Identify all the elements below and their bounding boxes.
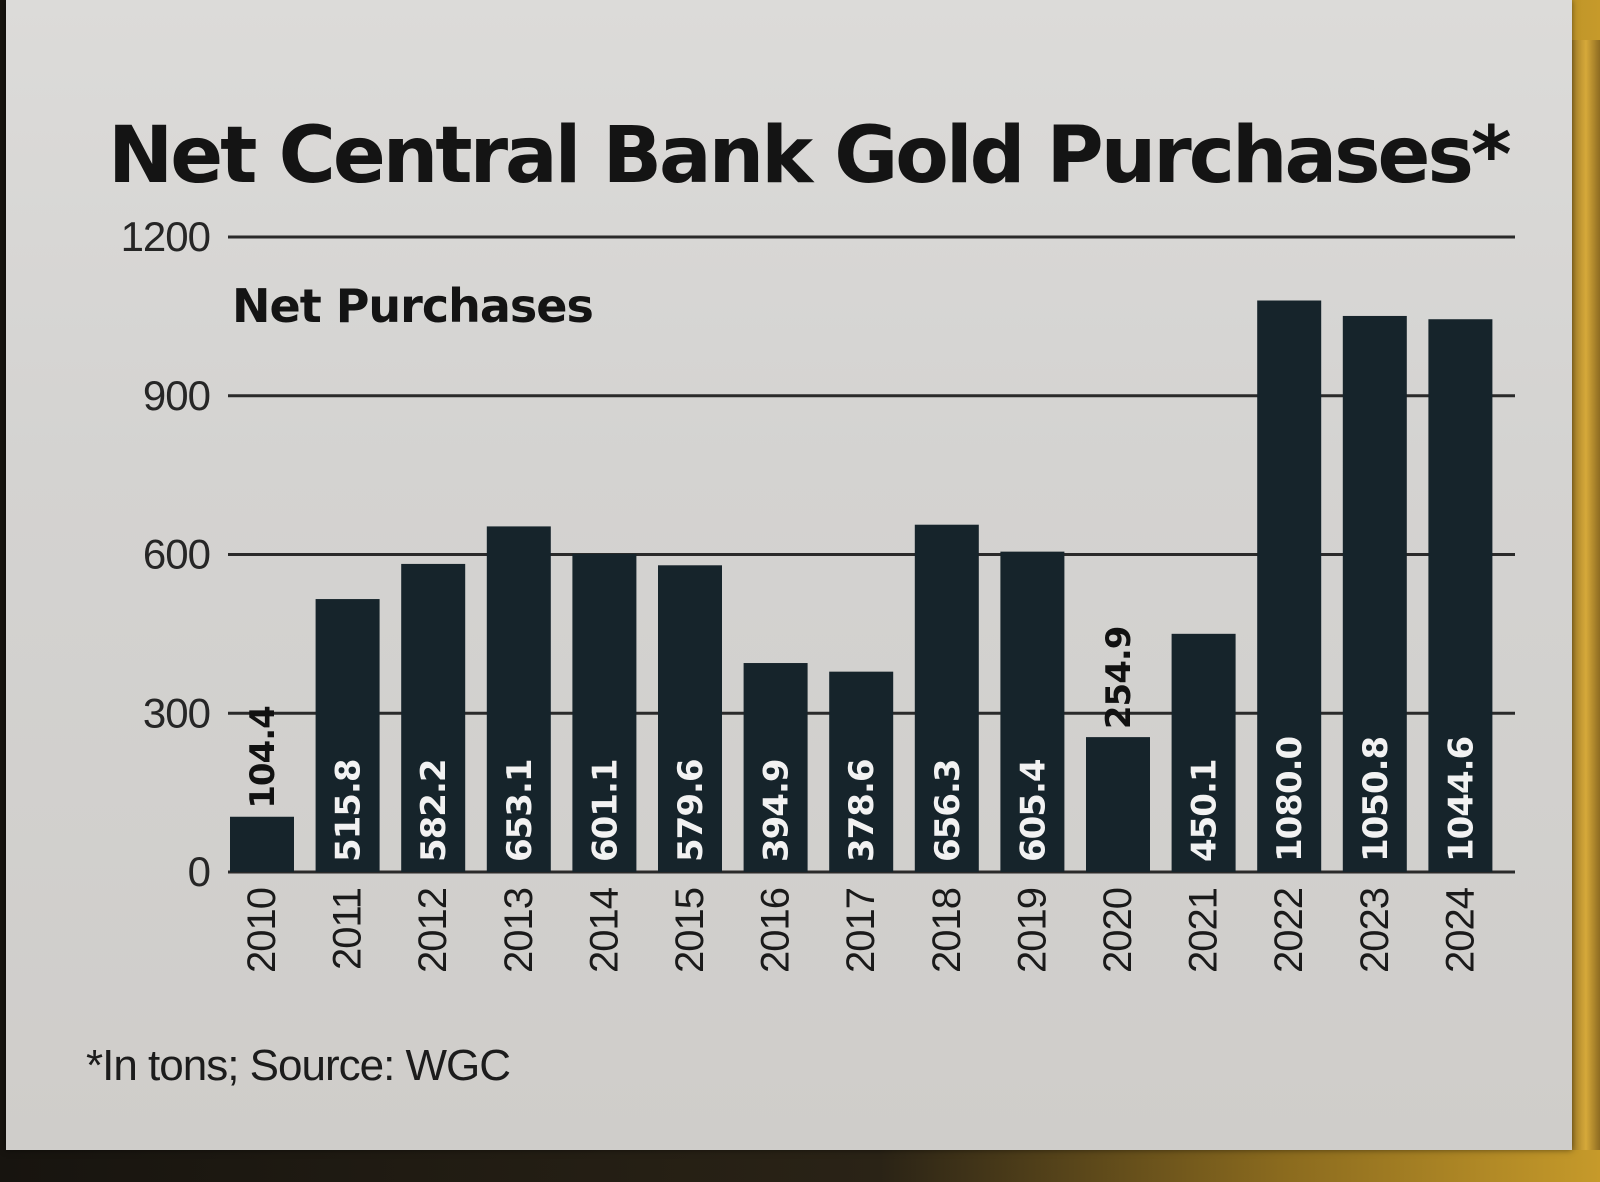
data-label-2012: 582.2 <box>414 759 454 862</box>
data-label-2010: 104.4 <box>243 706 283 809</box>
data-label-2020: 254.9 <box>1099 627 1139 730</box>
data-label-2011: 515.8 <box>329 759 369 862</box>
x-tick-label-2024: 2024 <box>1438 887 1482 973</box>
y-tick-label-600: 600 <box>143 531 210 578</box>
x-axis-ticks: 2010 2011 2012 2013 2014 2015 2016 2017 2018 2019… <box>240 887 1482 973</box>
x-tick-label-2022: 2022 <box>1267 888 1311 973</box>
data-label-2013: 653.1 <box>500 759 540 862</box>
y-tick-label-900: 900 <box>143 372 210 419</box>
data-label-2017: 378.6 <box>842 759 882 862</box>
chart-title: Net Central Bank Gold Purchases* <box>108 111 1511 201</box>
data-label-2023: 1050.8 <box>1356 737 1396 862</box>
bar-2014 <box>572 553 637 872</box>
bars: 104.4 515.8 582.2 653.1 601.1 579.6 394.9 378.6… <box>230 300 1493 872</box>
y-axis-ticks: 0 300 600 900 1200 <box>121 213 211 895</box>
x-tick-label-2021: 2021 <box>1182 888 1226 973</box>
gold-edge-strip <box>1572 40 1600 1150</box>
y-tick-label-0: 0 <box>188 848 210 895</box>
bar-2010 <box>230 816 294 872</box>
bar-2018 <box>914 524 979 872</box>
bar-2013 <box>486 526 551 872</box>
y-tick-label-1200: 1200 <box>121 213 210 260</box>
bar-2022 <box>1257 300 1322 872</box>
data-label-2014: 601.1 <box>585 759 625 862</box>
data-label-2015: 579.6 <box>671 759 711 862</box>
x-tick-label-2020: 2020 <box>1096 888 1140 973</box>
x-tick-label-2011: 2011 <box>326 888 370 970</box>
bar-2021 <box>1171 633 1236 872</box>
chart-subtitle: Net Purchases <box>232 279 593 333</box>
bar-2017 <box>829 671 894 872</box>
x-tick-label-2016: 2016 <box>754 888 798 973</box>
bar-2011 <box>315 599 380 872</box>
data-label-2016: 394.9 <box>757 759 797 862</box>
x-tick-label-2012: 2012 <box>411 888 455 973</box>
data-label-2019: 605.4 <box>1013 759 1053 862</box>
x-tick-label-2017: 2017 <box>839 888 883 973</box>
data-label-2022: 1080.0 <box>1270 736 1310 862</box>
bar-2012 <box>401 563 466 872</box>
data-label-2024: 1044.6 <box>1441 737 1481 862</box>
x-tick-label-2015: 2015 <box>668 888 712 973</box>
bar-2015 <box>658 565 722 872</box>
data-label-2018: 656.3 <box>928 759 968 862</box>
bar-2023 <box>1342 315 1407 872</box>
y-tick-label-300: 300 <box>143 689 210 736</box>
footnote: *In tons; Source: WGC <box>86 1041 510 1090</box>
bar-2019 <box>1000 551 1065 872</box>
x-tick-label-2010: 2010 <box>240 888 284 973</box>
data-label-2021: 450.1 <box>1185 759 1225 862</box>
bar-2024 <box>1428 319 1493 872</box>
bar-2020 <box>1086 737 1150 872</box>
bar-2016 <box>743 663 808 872</box>
x-tick-label-2019: 2019 <box>1010 888 1054 973</box>
x-tick-label-2014: 2014 <box>582 887 626 973</box>
x-tick-label-2013: 2013 <box>497 888 541 973</box>
x-tick-label-2023: 2023 <box>1353 888 1397 973</box>
x-tick-label-2018: 2018 <box>925 888 969 973</box>
